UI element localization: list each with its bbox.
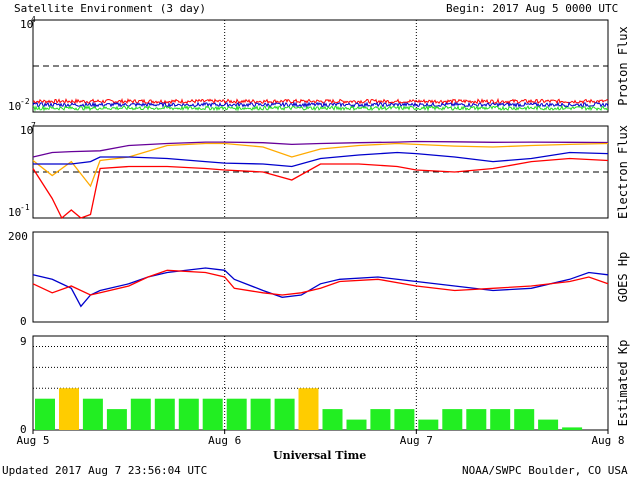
kp-bar-14 bbox=[346, 419, 367, 430]
kp-bar-2 bbox=[59, 388, 79, 430]
electron-series-1 bbox=[32, 140, 609, 158]
kp-bar-4 bbox=[106, 409, 127, 430]
x-tick-label: Aug 5 bbox=[16, 434, 49, 447]
electron-series-3 bbox=[33, 151, 609, 168]
x-tick-label: Aug 7 bbox=[400, 434, 433, 447]
electron-ytick-top: 10 bbox=[20, 124, 33, 137]
kp-bar-6 bbox=[154, 398, 175, 430]
electron-series-4 bbox=[32, 157, 609, 220]
electron-ytick-bottom: 10 bbox=[8, 206, 21, 219]
electron-series-2 bbox=[32, 142, 609, 188]
kp-bar-23 bbox=[562, 427, 583, 430]
panel-3-frame bbox=[32, 231, 609, 323]
kp-ytick-top: 9 bbox=[20, 335, 27, 348]
kp-bar-9 bbox=[226, 398, 247, 430]
hp-ytick-bottom: 0 bbox=[20, 315, 27, 328]
hp-ylabel: GOES Hp bbox=[616, 252, 630, 303]
kp-bar-22 bbox=[538, 419, 559, 430]
updated-timestamp: Updated 2017 Aug 7 23:56:04 UTC bbox=[2, 464, 208, 477]
chart-title: Satellite Environment (3 day) bbox=[14, 2, 207, 15]
kp-bar-13 bbox=[322, 409, 343, 430]
panel-1-frame bbox=[32, 19, 609, 113]
kp-bar-12 bbox=[298, 388, 319, 430]
proton-ylabel: Proton Flux bbox=[616, 26, 630, 105]
kp-bar-7 bbox=[178, 398, 199, 430]
electron-ytick-bottom-exp: -1 bbox=[20, 203, 30, 212]
proton-ytick-bottom: 10 bbox=[8, 100, 21, 113]
proton-ytick-top-exp: 4 bbox=[31, 15, 36, 24]
panel-2-frame bbox=[32, 125, 609, 219]
kp-bar-11 bbox=[274, 398, 295, 430]
proton-series-2 bbox=[32, 101, 609, 109]
begin-time: Begin: 2017 Aug 5 0000 UTC bbox=[446, 2, 619, 15]
proton-series-1 bbox=[32, 97, 609, 105]
hp-series-2 bbox=[32, 269, 609, 296]
kp-bar-18 bbox=[442, 409, 463, 430]
kp-bar-15 bbox=[370, 409, 391, 430]
kp-bar-16 bbox=[394, 409, 415, 430]
x-tick-label: Aug 8 bbox=[591, 434, 624, 447]
proton-ytick-bottom-exp: -2 bbox=[20, 97, 30, 106]
electron-ylabel: Electron Flux bbox=[616, 125, 630, 219]
x-axis-label: Universal Time bbox=[273, 449, 367, 462]
credit-text: NOAA/SWPC Boulder, CO USA bbox=[462, 464, 628, 477]
kp-bar-8 bbox=[202, 398, 223, 430]
kp-bar-17 bbox=[418, 419, 439, 430]
x-tick-label: Aug 6 bbox=[208, 434, 241, 447]
panel-4-frame bbox=[32, 335, 609, 431]
electron-ytick-top-exp: 7 bbox=[31, 121, 36, 130]
kp-bar-5 bbox=[130, 398, 151, 430]
kp-bar-19 bbox=[466, 409, 487, 430]
proton-series-3 bbox=[32, 104, 609, 112]
kp-bar-3 bbox=[82, 398, 103, 430]
kp-ytick-bottom: 0 bbox=[20, 423, 27, 436]
kp-bar-1 bbox=[35, 398, 55, 430]
kp-bar-20 bbox=[490, 409, 511, 430]
kp-ylabel: Estimated Kp bbox=[616, 340, 630, 427]
hp-ytick-top: 200 bbox=[8, 230, 28, 243]
proton-ytick-top: 10 bbox=[20, 18, 33, 31]
kp-bar-21 bbox=[514, 409, 535, 430]
kp-bar-10 bbox=[250, 398, 271, 430]
